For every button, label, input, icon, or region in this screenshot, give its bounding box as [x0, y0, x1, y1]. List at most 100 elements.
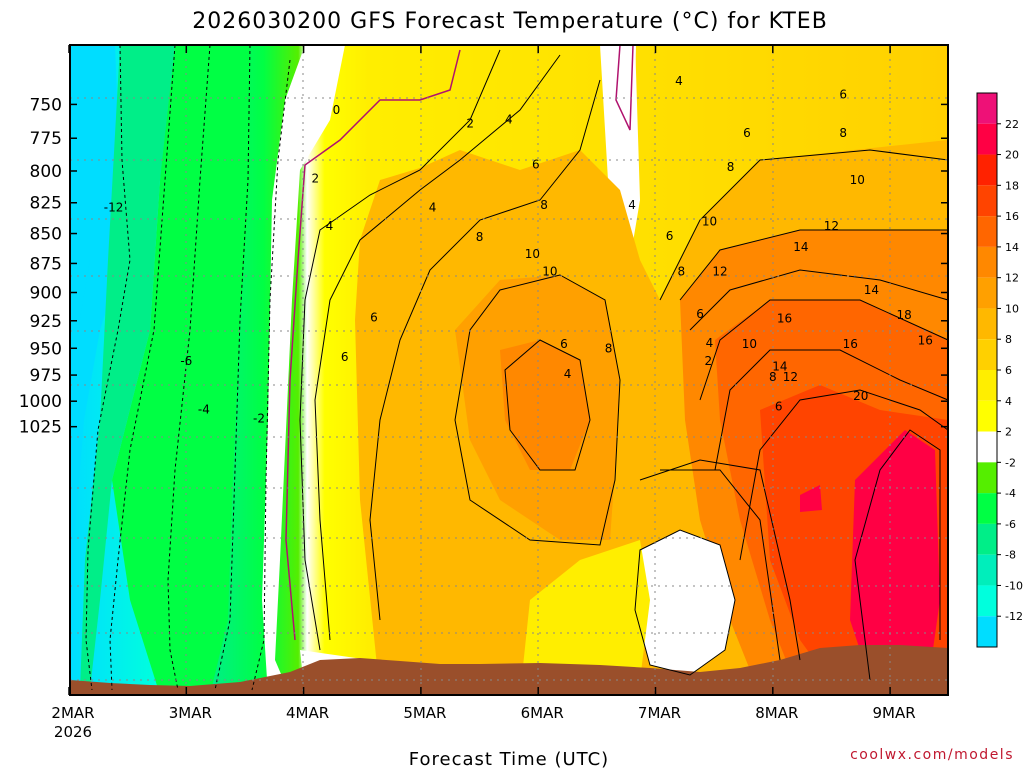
teal-band: [80, 45, 175, 690]
heat-cell: [800, 485, 822, 512]
y-tick-label-800: 800: [30, 162, 62, 182]
contour-label-36: 16: [843, 337, 858, 351]
colorbar-swatch-6: [977, 277, 997, 309]
contour-label-11: 6: [666, 229, 674, 243]
y-tick-label-1025: 1025: [19, 418, 62, 438]
x-tick-label-1: 3MAR: [169, 704, 212, 722]
contour-10: [504, 339, 591, 471]
contour-label-12: 6: [370, 310, 378, 324]
contour-label-3: 4: [505, 112, 513, 126]
x-tick-label-6: 8MAR: [755, 704, 798, 722]
contour-zero: [285, 49, 461, 641]
colorbar-label-7: 8: [1005, 333, 1012, 346]
colorbar-label-16: -12: [1005, 610, 1023, 623]
contour-label-1: 2: [466, 116, 474, 130]
colorbar-label-11: -2: [1005, 456, 1016, 469]
contour-2: [299, 49, 501, 651]
colorbar-label-4: 14: [1005, 241, 1019, 254]
contour-12: [699, 299, 949, 401]
warm-white-pocket: [635, 530, 735, 675]
plot-frame: [69, 44, 949, 696]
contour-label-18: 8: [476, 230, 484, 244]
colorbar-swatch-14: [977, 523, 997, 555]
x-tick-sublabel-0: 2026: [54, 723, 92, 741]
colorbar-label-8: 6: [1005, 364, 1012, 377]
upper-white-strip: [612, 45, 636, 250]
colorbar-swatch-1: [977, 123, 997, 155]
x-tick-label-3: 5MAR: [403, 704, 446, 722]
colorbar-swatch-8: [977, 339, 997, 370]
y-tick-label-1000: 1000: [19, 392, 62, 412]
contour-minus-10: [85, 44, 131, 691]
temperature-field: [70, 45, 948, 695]
contour-label-24: 10: [525, 247, 540, 261]
y-tick-label-900: 900: [30, 284, 62, 304]
y-tick-label-775: 775: [30, 129, 62, 149]
freezing-band: [262, 45, 345, 695]
contour-label-35: 16: [777, 312, 792, 326]
contour-label-4: 4: [675, 74, 683, 88]
contour-4: [314, 54, 561, 641]
chart-title: 2026030200 GFS Forecast Temperature (°C)…: [192, 9, 828, 34]
contour-label-38: 18: [897, 308, 912, 322]
terrain: [70, 645, 948, 695]
contour-18: [854, 429, 941, 681]
colorbar-swatch-9: [977, 370, 997, 401]
contour-label-28: 10: [742, 337, 757, 351]
colorbar-label-6: 10: [1005, 302, 1019, 315]
contour-label-46: -12: [104, 201, 124, 215]
contour-label-9: 6: [839, 88, 847, 102]
heat-region-20: [850, 430, 940, 680]
colorbar-swatch-16: [977, 585, 997, 617]
colorbar-label-5: 12: [1005, 272, 1019, 285]
contour-label-33: 14: [864, 283, 879, 297]
colorbar-label-0: 22: [1005, 118, 1019, 131]
contour-label-32: 14: [793, 240, 808, 254]
contour-8: [454, 274, 621, 546]
cold-core-inner: [70, 45, 100, 380]
colorbar-label-15: -10: [1005, 579, 1023, 592]
contour-lines: [85, 44, 949, 691]
contour-4-low: [639, 459, 801, 661]
source-credit: coolwx.com/models: [850, 747, 1014, 763]
contour-label-43: -2: [253, 412, 265, 426]
contour-label-25: 10: [542, 265, 557, 279]
yellow-band-low: [520, 540, 650, 695]
contour-2-pocket: [634, 529, 736, 676]
colorbar-label-12: -4: [1005, 487, 1016, 500]
contour-label-41: 4: [706, 336, 714, 350]
contour-label-layer: 0224444466666666688888881010101010121212…: [104, 74, 933, 426]
contour-10-upper: [689, 269, 949, 331]
contour-label-0: 0: [333, 103, 341, 117]
contour-label-20: 8: [727, 160, 735, 174]
colorbar-swatch-11: [977, 431, 997, 463]
contour-label-29: 12: [824, 219, 839, 233]
y-tick-label-950: 950: [30, 339, 62, 359]
contour-label-13: 6: [341, 350, 349, 364]
contour-label-19: 8: [839, 126, 847, 140]
contour-label-14: 6: [560, 337, 568, 351]
y-tick-label-975: 975: [30, 366, 62, 386]
green-band: [112, 45, 250, 695]
contour-label-21: 8: [677, 265, 685, 279]
contour-minus-2: [251, 59, 291, 691]
x-tick-label-0: 2MAR: [51, 704, 94, 722]
contour-label-17: 8: [540, 198, 548, 212]
y-tick-label-750: 750: [30, 95, 62, 115]
contour-label-30: 12: [712, 265, 727, 279]
contour-label-7: 4: [628, 198, 636, 212]
colorbar-swatch-17: [977, 616, 997, 647]
contour-label-2: 2: [312, 172, 320, 186]
contour-label-16: 6: [775, 399, 783, 413]
contour-label-8: 6: [532, 158, 540, 172]
contour-label-37: 16: [918, 334, 933, 348]
y-tick-label-825: 825: [30, 194, 62, 214]
colorbar-label-2: 18: [1005, 179, 1019, 192]
contour-label-15: 6: [696, 307, 704, 321]
contour-16: [739, 389, 949, 561]
colorbar-swatch-5: [977, 246, 997, 278]
contour-minus-6: [167, 44, 211, 691]
contour-label-45: -6: [180, 354, 192, 368]
